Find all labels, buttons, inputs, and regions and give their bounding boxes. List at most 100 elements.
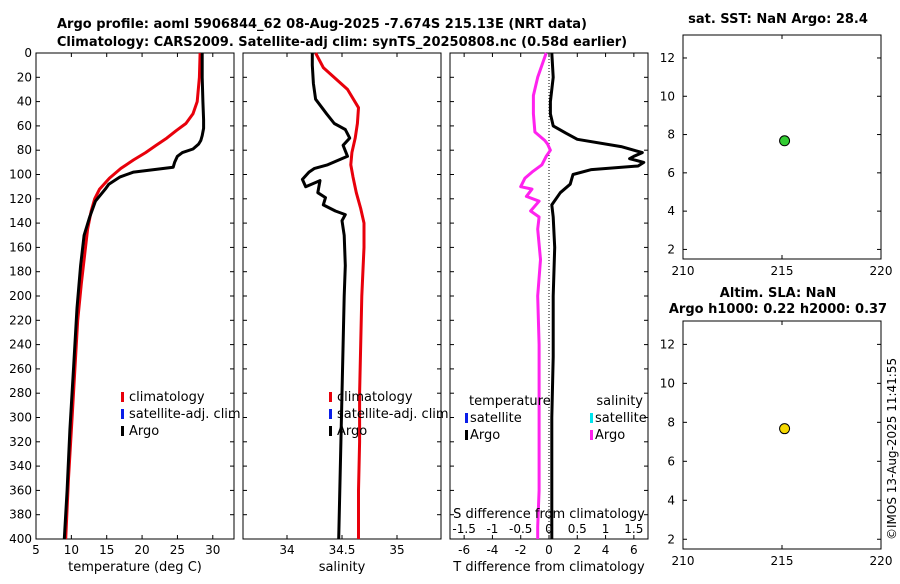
temperature-legend-swatch: [121, 426, 124, 436]
depth-tick-label: 220: [9, 313, 32, 327]
temperature-series-climatology: [64, 52, 202, 540]
sst-ytick-label: 2: [667, 242, 675, 256]
salinity-difference-tick-label: 1.5: [624, 522, 643, 536]
salinity-xtick-label: 34.5: [329, 543, 356, 557]
depth-tick-label: 0: [24, 46, 32, 60]
depth-tick-label: 120: [9, 192, 32, 206]
temperature-legend-label: Argo: [129, 424, 159, 439]
temperature-xtick-label: 15: [99, 543, 114, 557]
temperature-xtick-label: 10: [64, 543, 79, 557]
depth-tick-label: 60: [17, 119, 32, 133]
difference-xtick-label: -6: [458, 543, 470, 557]
difference-xtick-label: 0: [545, 543, 553, 557]
sla-ytick-label: 10: [660, 376, 675, 390]
depth-tick-label: 240: [9, 338, 32, 352]
sst-xtick-label: 220: [870, 264, 893, 278]
salinity-difference-axis-label: S difference from climatology: [453, 507, 645, 522]
depth-tick-label: 360: [9, 483, 32, 497]
salinity-legend-swatch: [329, 409, 332, 419]
difference-series-s-argo: [519, 52, 552, 539]
salinity-legend-label: satellite: [595, 411, 647, 426]
salinity-difference-tick-label: 0: [545, 522, 553, 536]
depth-tick-label: 300: [9, 411, 32, 425]
salinity-difference-tick-label: -1.5: [452, 522, 475, 536]
temperature-x-axis-label: temperature (deg C): [68, 560, 202, 575]
depth-tick-label: 100: [9, 168, 32, 182]
depth-tick-label: 380: [9, 508, 32, 522]
sst-xtick-label: 215: [771, 264, 794, 278]
temperature-xtick-label: 5: [32, 543, 40, 557]
temperature-legend-label: climatology: [129, 390, 205, 405]
sst-ytick-label: 6: [667, 166, 675, 180]
depth-tick-label: 260: [9, 362, 32, 376]
figure-title-line1: Argo profile: aoml 5906844_62 08-Aug-202…: [57, 17, 587, 32]
temperature-xtick-label: 20: [134, 543, 149, 557]
salinity-x-axis-label: salinity: [319, 560, 366, 575]
salinity-legend-swatch: [329, 426, 332, 436]
difference-xtick-label: 4: [602, 543, 610, 557]
sst-ytick-label: 8: [667, 128, 675, 142]
sla-axes-frame: [682, 320, 882, 550]
temperature-series-argo: [62, 53, 206, 540]
difference-xtick-label: -2: [515, 543, 527, 557]
temperature-legend-label: satellite-adj. clim: [129, 407, 241, 422]
salinity-series-climatology: [314, 52, 366, 539]
sst-point: [779, 135, 791, 147]
sla-panel-title-line1: Altim. SLA: NaN: [720, 286, 836, 301]
depth-tick-label: 80: [17, 143, 32, 157]
watermark: ©IMOS 13-Aug-2025 11:41:55: [885, 358, 899, 540]
temperature-legend-label: Argo: [470, 428, 500, 443]
temperature-legend-swatch: [121, 409, 124, 419]
temperature-legend-swatch: [121, 392, 124, 402]
sla-ytick-label: 2: [667, 532, 675, 546]
depth-tick-label: 320: [9, 435, 32, 449]
depth-tick-label: 180: [9, 265, 32, 279]
temperature-xtick-label: 25: [170, 543, 185, 557]
difference-x-axis-label: T difference from climatology: [452, 560, 645, 575]
salinity-legend-swatch: [590, 430, 593, 440]
sla-ytick-label: 6: [667, 454, 675, 468]
sla-xtick-label: 220: [870, 554, 893, 568]
salinity-legend-swatch: [590, 413, 593, 423]
difference-series-t-argo: [548, 52, 646, 539]
sla-panel-title-line2: Argo h1000: 0.22 h2000: 0.37: [669, 302, 887, 317]
salinity-legend-label: climatology: [337, 390, 413, 405]
sla-xtick-label: 210: [672, 554, 695, 568]
sst-ytick-label: 12: [660, 51, 675, 65]
sst-axes-frame: [682, 34, 882, 260]
depth-tick-label: 40: [17, 95, 32, 109]
salinity-legend-label: Argo: [595, 428, 625, 443]
salinity-difference-tick-label: -0.5: [509, 522, 532, 536]
temperature-legend-swatch: [465, 430, 468, 440]
salinity-difference-tick-label: 1: [602, 522, 610, 536]
depth-tick-label: 140: [9, 216, 32, 230]
depth-tick-label: 160: [9, 240, 32, 254]
salinity-legend-label: satellite-adj. clim: [337, 407, 449, 422]
salinity-legend-swatch: [329, 392, 332, 402]
salinity-axes-frame: [242, 52, 442, 540]
sla-ytick-label: 8: [667, 415, 675, 429]
sla-ytick-label: 12: [660, 337, 675, 351]
sla-xtick-label: 215: [771, 554, 794, 568]
sst-panel-title: sat. SST: NaN Argo: 28.4: [688, 12, 868, 27]
sst-ytick-label: 4: [667, 204, 675, 218]
depth-tick-label: 340: [9, 459, 32, 473]
salinity-xtick-label: 34: [279, 543, 294, 557]
temperature-legend-title: temperature: [469, 394, 551, 409]
temperature-xtick-label: 30: [205, 543, 220, 557]
temperature-legend-swatch: [465, 413, 468, 423]
depth-tick-label: 200: [9, 289, 32, 303]
depth-tick-label: 20: [17, 70, 32, 84]
depth-tick-label: 400: [9, 532, 32, 546]
difference-xtick-label: 2: [573, 543, 581, 557]
sla-point: [779, 423, 791, 435]
difference-xtick-label: -4: [486, 543, 498, 557]
difference-xtick-label: 6: [630, 543, 638, 557]
sst-xtick-label: 210: [672, 264, 695, 278]
temperature-legend-label: satellite: [470, 411, 522, 426]
sst-ytick-label: 10: [660, 89, 675, 103]
salinity-xtick-label: 35: [389, 543, 404, 557]
sla-ytick-label: 4: [667, 493, 675, 507]
